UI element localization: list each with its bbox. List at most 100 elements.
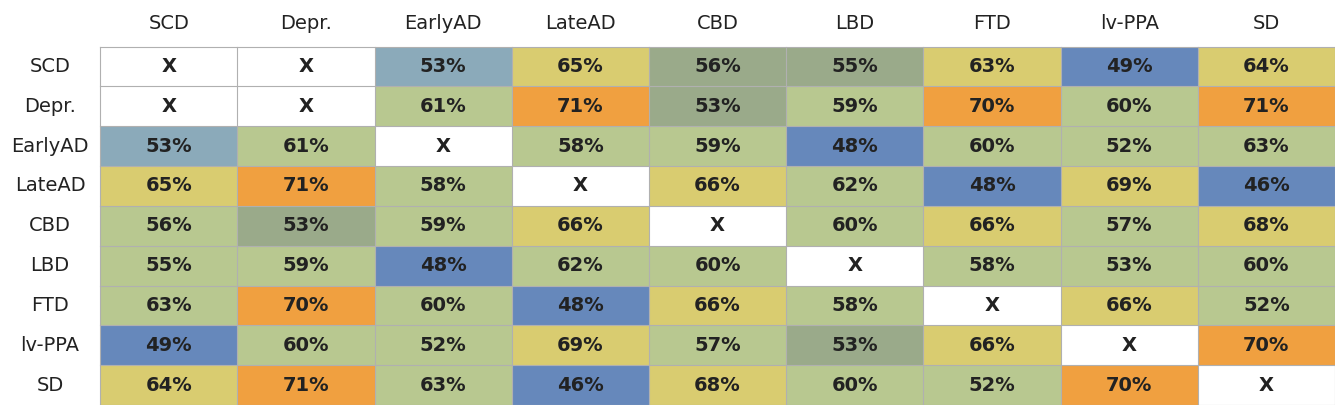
Bar [1197, 206, 1335, 246]
Bar [100, 47, 238, 86]
Bar [649, 86, 786, 126]
Text: 66%: 66% [969, 336, 1016, 355]
Text: 68%: 68% [694, 375, 741, 394]
Bar [1060, 365, 1197, 405]
Text: 55%: 55% [146, 256, 192, 275]
Text: 52%: 52% [1105, 136, 1152, 156]
Text: SD: SD [1252, 14, 1280, 33]
Text: 46%: 46% [1243, 177, 1290, 196]
Text: 66%: 66% [557, 216, 603, 235]
Text: 60%: 60% [832, 216, 878, 235]
Text: 49%: 49% [146, 336, 192, 355]
Bar [786, 206, 924, 246]
Bar [238, 325, 375, 365]
Text: 53%: 53% [832, 336, 878, 355]
Text: SCD: SCD [148, 14, 190, 33]
Text: X: X [848, 256, 862, 275]
Text: lv-PPA: lv-PPA [1100, 14, 1159, 33]
Bar [786, 246, 924, 286]
Bar [238, 166, 375, 206]
Text: 61%: 61% [419, 97, 466, 116]
Bar [1197, 126, 1335, 166]
Bar [924, 246, 1060, 286]
Bar [1060, 126, 1197, 166]
Text: 59%: 59% [419, 216, 466, 235]
Text: SD: SD [36, 375, 64, 394]
Text: 56%: 56% [694, 57, 741, 76]
Bar [924, 325, 1060, 365]
Text: X: X [162, 97, 176, 116]
Text: 59%: 59% [832, 97, 878, 116]
Text: 55%: 55% [832, 57, 878, 76]
Text: X: X [710, 216, 725, 235]
Text: 52%: 52% [1243, 296, 1290, 315]
Text: 60%: 60% [1105, 97, 1152, 116]
Text: X: X [1121, 336, 1136, 355]
Text: FTD: FTD [973, 14, 1011, 33]
Text: 66%: 66% [694, 296, 741, 315]
Bar [511, 246, 649, 286]
Bar [511, 86, 649, 126]
Bar [924, 206, 1060, 246]
Text: X: X [435, 136, 451, 156]
Text: lv-PPA: lv-PPA [20, 336, 80, 355]
Text: X: X [1259, 375, 1274, 394]
Text: 57%: 57% [1105, 216, 1152, 235]
Bar [100, 206, 238, 246]
Text: 70%: 70% [1105, 375, 1152, 394]
Bar [1060, 246, 1197, 286]
Text: Depr.: Depr. [24, 97, 76, 116]
Text: 61%: 61% [283, 136, 330, 156]
Text: 62%: 62% [557, 256, 603, 275]
Text: 66%: 66% [694, 177, 741, 196]
Text: FTD: FTD [31, 296, 69, 315]
Bar [1197, 325, 1335, 365]
Bar [375, 325, 511, 365]
Text: 52%: 52% [969, 375, 1016, 394]
Text: 60%: 60% [1243, 256, 1290, 275]
Bar [649, 166, 786, 206]
Text: X: X [984, 296, 1000, 315]
Text: 65%: 65% [557, 57, 603, 76]
Text: 58%: 58% [557, 136, 603, 156]
Bar [1197, 365, 1335, 405]
Text: 69%: 69% [1105, 177, 1152, 196]
Bar [238, 365, 375, 405]
Text: 60%: 60% [694, 256, 741, 275]
Bar [924, 126, 1060, 166]
Bar [1060, 86, 1197, 126]
Text: 52%: 52% [419, 336, 466, 355]
Bar [649, 325, 786, 365]
Bar [100, 365, 238, 405]
Bar [375, 47, 511, 86]
Text: 53%: 53% [694, 97, 741, 116]
Text: 68%: 68% [1243, 216, 1290, 235]
Text: 60%: 60% [283, 336, 330, 355]
Bar [1197, 166, 1335, 206]
Bar [1060, 325, 1197, 365]
Text: 71%: 71% [557, 97, 603, 116]
Bar [786, 365, 924, 405]
Text: 56%: 56% [146, 216, 192, 235]
Text: 53%: 53% [283, 216, 330, 235]
Bar [100, 86, 238, 126]
Text: LBD: LBD [31, 256, 69, 275]
Text: X: X [573, 177, 587, 196]
Bar [375, 286, 511, 325]
Bar [649, 365, 786, 405]
Bar [375, 166, 511, 206]
Bar [100, 325, 238, 365]
Text: 64%: 64% [1243, 57, 1290, 76]
Text: X: X [299, 97, 314, 116]
Text: 48%: 48% [969, 177, 1016, 196]
Text: 48%: 48% [557, 296, 603, 315]
Text: 70%: 70% [283, 296, 330, 315]
Bar [1060, 286, 1197, 325]
Text: 53%: 53% [146, 136, 192, 156]
Bar [375, 246, 511, 286]
Bar [649, 246, 786, 286]
Bar [786, 86, 924, 126]
Bar [649, 206, 786, 246]
Bar [786, 325, 924, 365]
Bar [100, 286, 238, 325]
